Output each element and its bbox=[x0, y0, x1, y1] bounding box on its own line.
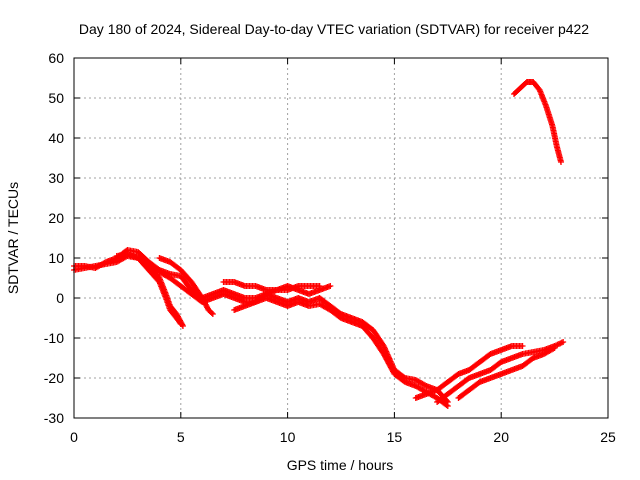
data-point bbox=[444, 403, 451, 409]
y-tick-label: -30 bbox=[44, 410, 64, 426]
y-tick-label: 60 bbox=[48, 50, 64, 66]
y-tick-label: 10 bbox=[48, 250, 64, 266]
data-point bbox=[179, 321, 186, 328]
y-tick-label: 20 bbox=[48, 210, 64, 226]
y-tick-label: -20 bbox=[44, 370, 64, 386]
x-tick-label: 15 bbox=[387, 429, 403, 445]
data-point bbox=[550, 345, 557, 352]
y-axis-label: SDTVAR / TECUs bbox=[5, 182, 21, 294]
chart-title: Day 180 of 2024, Sidereal Day-to-day VTE… bbox=[79, 21, 589, 37]
data-point bbox=[551, 345, 558, 351]
series-track-loop-e bbox=[156, 255, 216, 317]
data-point bbox=[209, 311, 216, 317]
axis-ticks: 0 5 10 15 20 25 -30 -20 -10 0 10 20 30 40 50 60 bbox=[44, 50, 616, 445]
x-axis-label: GPS time / hours bbox=[287, 457, 394, 473]
y-tick-label: 50 bbox=[48, 90, 64, 106]
y-tick-label: -10 bbox=[44, 330, 64, 346]
data-point bbox=[179, 323, 186, 329]
plot-frame bbox=[73, 57, 609, 419]
data-point bbox=[558, 159, 565, 165]
x-tick-label: 5 bbox=[177, 429, 185, 445]
series-track-late-h bbox=[412, 343, 526, 401]
y-tick-label: 0 bbox=[56, 290, 64, 306]
data-point bbox=[560, 339, 567, 345]
data-point bbox=[519, 343, 526, 349]
series-track-mid-f bbox=[220, 279, 323, 293]
data-point bbox=[208, 310, 215, 316]
series-track-late-i bbox=[434, 339, 567, 405]
data-point bbox=[327, 283, 334, 289]
series-track-high-k bbox=[511, 79, 565, 165]
x-tick-label: 20 bbox=[493, 429, 509, 445]
grid-lines bbox=[74, 58, 608, 418]
data-series bbox=[71, 79, 567, 409]
series-track-late-j bbox=[455, 345, 558, 401]
x-tick-label: 10 bbox=[280, 429, 296, 445]
x-tick-label: 25 bbox=[600, 429, 616, 445]
y-tick-label: 30 bbox=[48, 170, 64, 186]
x-tick-label: 0 bbox=[70, 429, 78, 445]
y-tick-label: 40 bbox=[48, 130, 64, 146]
data-point bbox=[422, 382, 429, 389]
data-point bbox=[443, 402, 450, 409]
series-track-mid-g bbox=[231, 283, 334, 313]
series-track-loop-d bbox=[145, 263, 186, 329]
